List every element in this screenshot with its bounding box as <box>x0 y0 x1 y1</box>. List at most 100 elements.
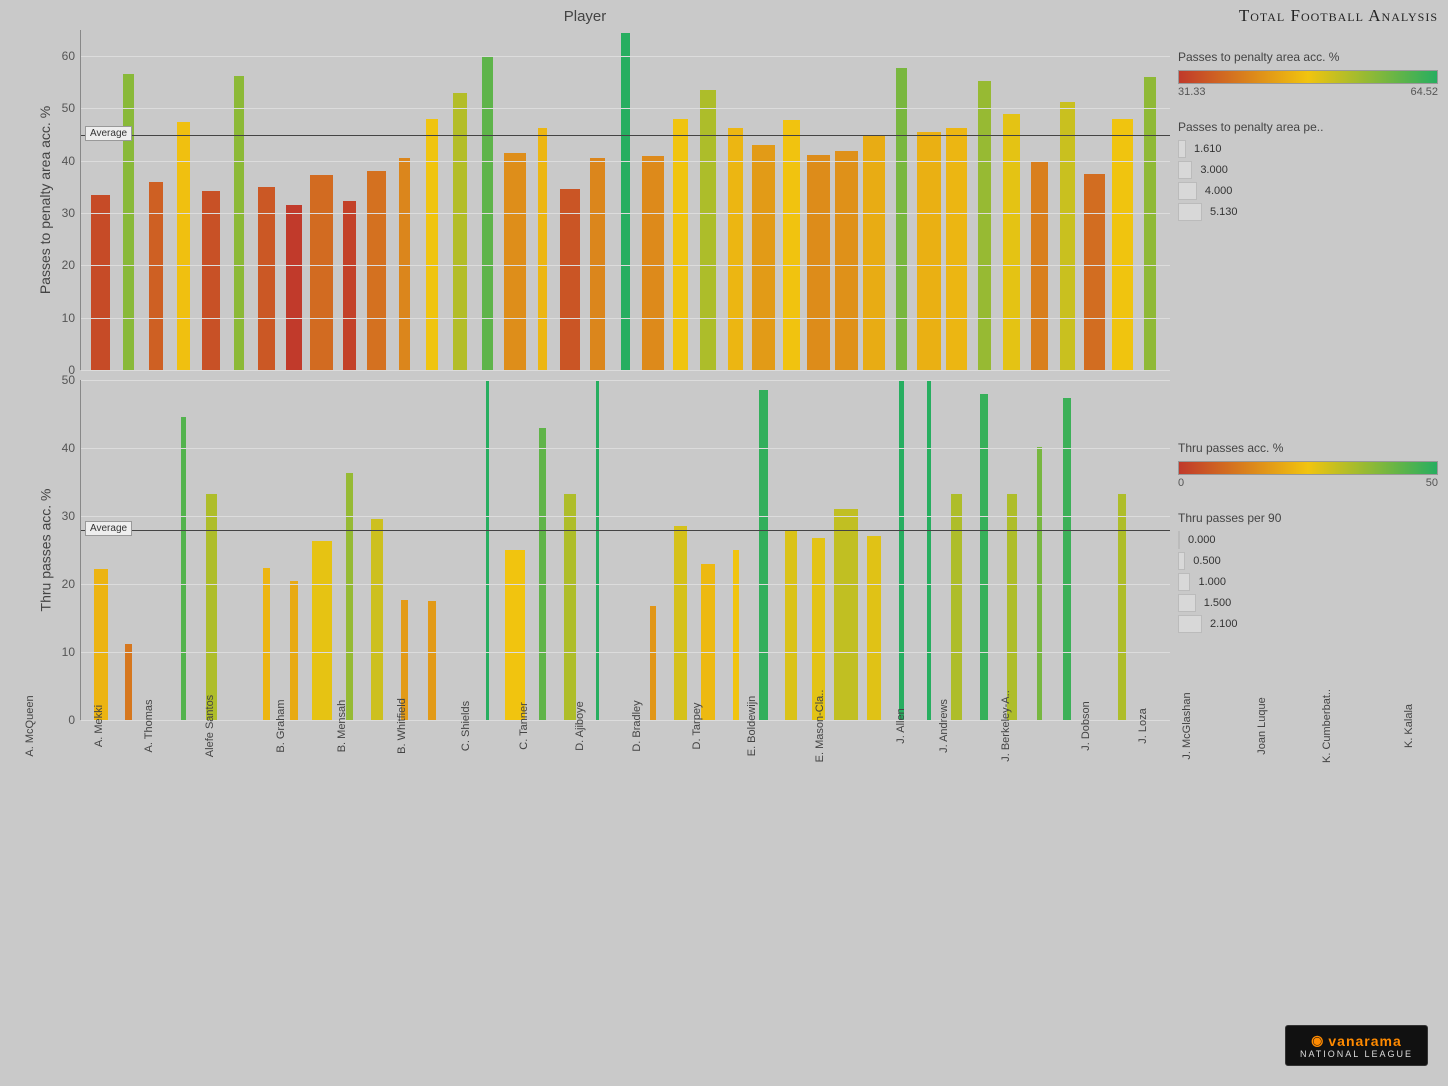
top-yaxis-label: Passes to penalty area acc. % <box>37 106 53 294</box>
bar-slot <box>115 380 143 720</box>
top-bars <box>81 30 1170 370</box>
bar-slot <box>474 380 502 720</box>
bar <box>899 380 903 720</box>
bar-slot <box>501 380 529 720</box>
bar-slot <box>888 380 916 720</box>
legend-top-max: 64.52 <box>1410 86 1438 98</box>
bar-slot <box>943 380 971 720</box>
size-legend-row: 1.500 <box>1178 594 1438 612</box>
bar-slot <box>474 30 502 370</box>
bar <box>834 509 858 720</box>
bar <box>428 601 436 720</box>
bar-slot <box>667 30 695 370</box>
bar-slot <box>584 30 612 370</box>
bot-yaxis: Thru passes acc. % <box>10 380 80 720</box>
size-swatch <box>1178 203 1202 221</box>
top-plot-area: 0102030405060Average <box>80 30 1170 370</box>
legend-bot-size-rows: 0.0000.5001.0001.5002.100 <box>1178 531 1438 633</box>
bar <box>978 81 991 370</box>
bar <box>181 417 185 720</box>
bar-slot <box>998 30 1026 370</box>
size-swatch <box>1178 573 1190 591</box>
bar-slot <box>1053 380 1081 720</box>
ytick: 20 <box>62 258 81 272</box>
bar-slot <box>832 30 860 370</box>
average-label: Average <box>85 126 132 141</box>
bar <box>650 606 657 720</box>
ytick: 60 <box>62 49 81 63</box>
page: { "title": "Player", "logos": { "top_rig… <box>0 0 1448 1086</box>
bar-slot <box>1136 380 1164 720</box>
bar-slot <box>750 30 778 370</box>
bar-slot <box>722 30 750 370</box>
bar-slot <box>363 30 391 370</box>
bar <box>367 171 386 370</box>
bar <box>371 519 383 720</box>
bar <box>310 175 333 370</box>
size-label: 1.500 <box>1204 597 1232 609</box>
ytick: 50 <box>62 101 81 115</box>
ytick: 40 <box>62 154 81 168</box>
vanarama-text: vanarama <box>1328 1033 1401 1049</box>
legend-top-min: 31.33 <box>1178 86 1206 98</box>
bar-slot <box>529 30 557 370</box>
bar <box>206 494 217 720</box>
ytick: 10 <box>62 645 81 659</box>
bar <box>927 380 931 720</box>
bar-slot <box>170 380 198 720</box>
bar-slot <box>253 380 281 720</box>
bar-slot <box>860 30 888 370</box>
bar-slot <box>556 380 584 720</box>
legend-bot-min: 0 <box>1178 477 1184 489</box>
legend-top-size: Passes to penalty area pe.. 1.6103.0004.… <box>1178 120 1438 221</box>
bar <box>263 568 271 720</box>
bar <box>785 531 797 720</box>
bar-slot <box>335 30 363 370</box>
bar-slot <box>832 380 860 720</box>
xtick-label: D. Ajiboye <box>566 726 624 866</box>
xtick-label: J. McGlashan <box>1173 726 1248 866</box>
bar <box>1060 102 1075 370</box>
bar <box>560 189 580 371</box>
xtick-label: B. Mensah <box>328 726 389 866</box>
ytick: 30 <box>62 509 81 523</box>
legend-bot-gradient <box>1178 461 1438 475</box>
bar-slot <box>418 30 446 370</box>
bar-slot <box>915 380 943 720</box>
bar-slot <box>612 380 640 720</box>
xtick-label: C. Tanner <box>510 726 566 866</box>
flame-icon: ◉ <box>1311 1032 1324 1049</box>
bar-slot <box>1081 380 1109 720</box>
bar <box>946 128 968 370</box>
size-legend-row: 1.610 <box>1178 140 1438 158</box>
xtick-label: J. Andrews <box>930 726 992 866</box>
bar-slot <box>694 380 722 720</box>
size-legend-row: 4.000 <box>1178 182 1438 200</box>
bar <box>596 380 599 720</box>
bar-slot <box>391 380 419 720</box>
bot-chart: Thru passes acc. % 01020304050Average <box>10 380 1170 720</box>
bar <box>733 550 739 720</box>
bar <box>343 201 356 370</box>
bar <box>426 119 438 370</box>
bar <box>783 120 800 370</box>
size-label: 5.130 <box>1210 206 1238 218</box>
bar <box>564 494 575 720</box>
size-legend-row: 0.500 <box>1178 552 1438 570</box>
bar-slot <box>1026 380 1054 720</box>
bar-slot <box>142 380 170 720</box>
bar-slot <box>446 380 474 720</box>
bar <box>91 195 110 370</box>
bar-slot <box>87 30 115 370</box>
xtick-label: Joan Luque <box>1248 726 1314 866</box>
bar <box>258 187 274 370</box>
bar <box>290 581 297 720</box>
bar <box>752 145 775 370</box>
bar-slot <box>1109 30 1137 370</box>
legends: Passes to penalty area acc. % 31.3364.52… <box>1178 50 1438 655</box>
logo-bottom-right: ◉vanarama NATIONAL LEAGUE <box>1285 1025 1428 1066</box>
bar <box>1112 119 1133 370</box>
ytick: 30 <box>62 206 81 220</box>
bar <box>234 76 244 370</box>
xtick-label: J. Allen <box>887 726 930 866</box>
